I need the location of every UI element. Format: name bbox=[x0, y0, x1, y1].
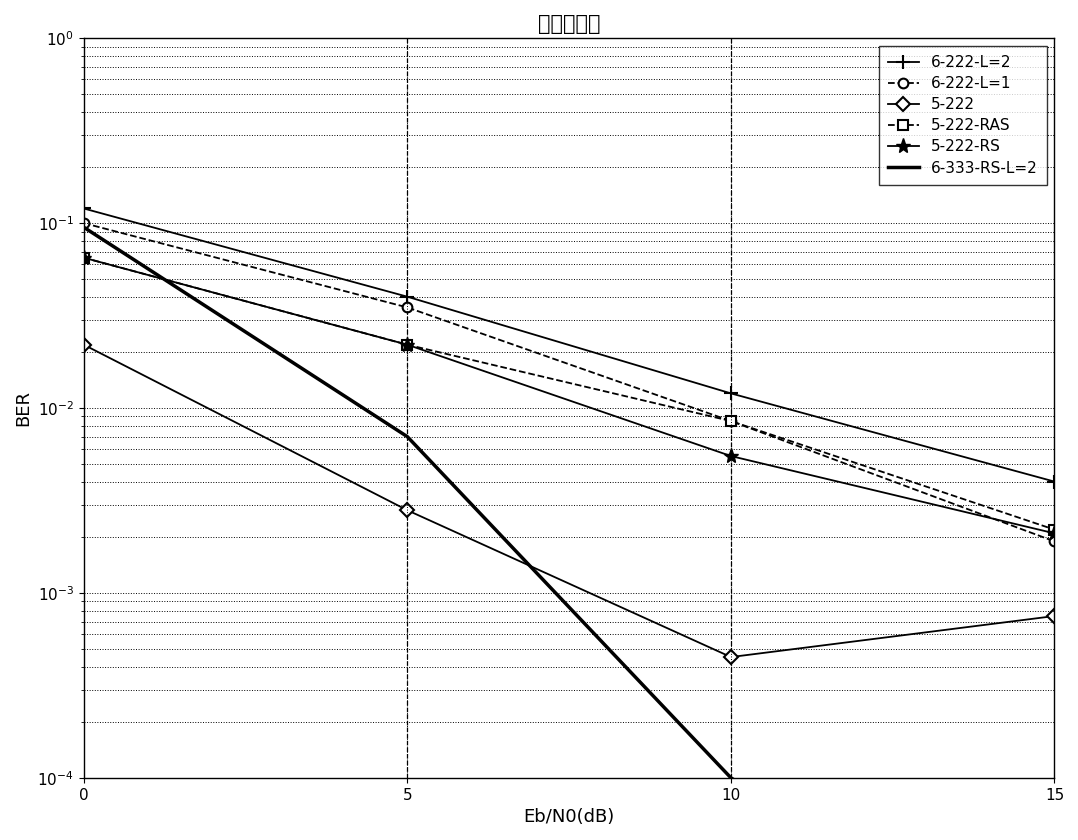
5-222-RAS bbox=[1048, 524, 1061, 534]
Line: 5-222: 5-222 bbox=[79, 340, 1060, 662]
Y-axis label: BER: BER bbox=[14, 390, 32, 426]
6-222-L=1 bbox=[724, 416, 737, 426]
X-axis label: Eb/N0(dB): Eb/N0(dB) bbox=[524, 808, 614, 826]
5-222 bbox=[78, 339, 91, 349]
6-222-L=2 bbox=[1048, 476, 1061, 486]
5-222-RS bbox=[724, 451, 737, 461]
5-222-RAS bbox=[401, 339, 414, 349]
Line: 5-222-RS: 5-222-RS bbox=[77, 250, 1062, 541]
5-222 bbox=[1048, 611, 1061, 621]
Line: 6-222-L=2: 6-222-L=2 bbox=[77, 202, 1062, 489]
6-333-RS-L=2 bbox=[724, 773, 737, 783]
5-222-RAS bbox=[724, 416, 737, 426]
5-222-RS bbox=[78, 253, 91, 263]
5-222 bbox=[401, 505, 414, 515]
6-222-L=2 bbox=[724, 388, 737, 398]
5-222 bbox=[724, 652, 737, 662]
6-333-RS-L=2 bbox=[401, 432, 414, 442]
6-222-L=2 bbox=[78, 203, 91, 213]
6-222-L=1 bbox=[1048, 537, 1061, 547]
6-222-L=2 bbox=[401, 291, 414, 302]
6-222-L=1 bbox=[78, 218, 91, 228]
Line: 5-222-RAS: 5-222-RAS bbox=[79, 253, 1060, 534]
Title: 误码率曲线: 误码率曲线 bbox=[538, 14, 600, 34]
Line: 6-222-L=1: 6-222-L=1 bbox=[79, 218, 1060, 546]
Line: 6-333-RS-L=2: 6-333-RS-L=2 bbox=[84, 228, 1054, 840]
6-222-L=1 bbox=[401, 302, 414, 312]
Legend: 6-222-L=2, 6-222-L=1, 5-222, 5-222-RAS, 5-222-RS, 6-333-RS-L=2: 6-222-L=2, 6-222-L=1, 5-222, 5-222-RAS, … bbox=[879, 46, 1047, 185]
5-222-RS bbox=[401, 339, 414, 349]
6-333-RS-L=2 bbox=[78, 223, 91, 233]
5-222-RAS bbox=[78, 253, 91, 263]
5-222-RS bbox=[1048, 528, 1061, 538]
